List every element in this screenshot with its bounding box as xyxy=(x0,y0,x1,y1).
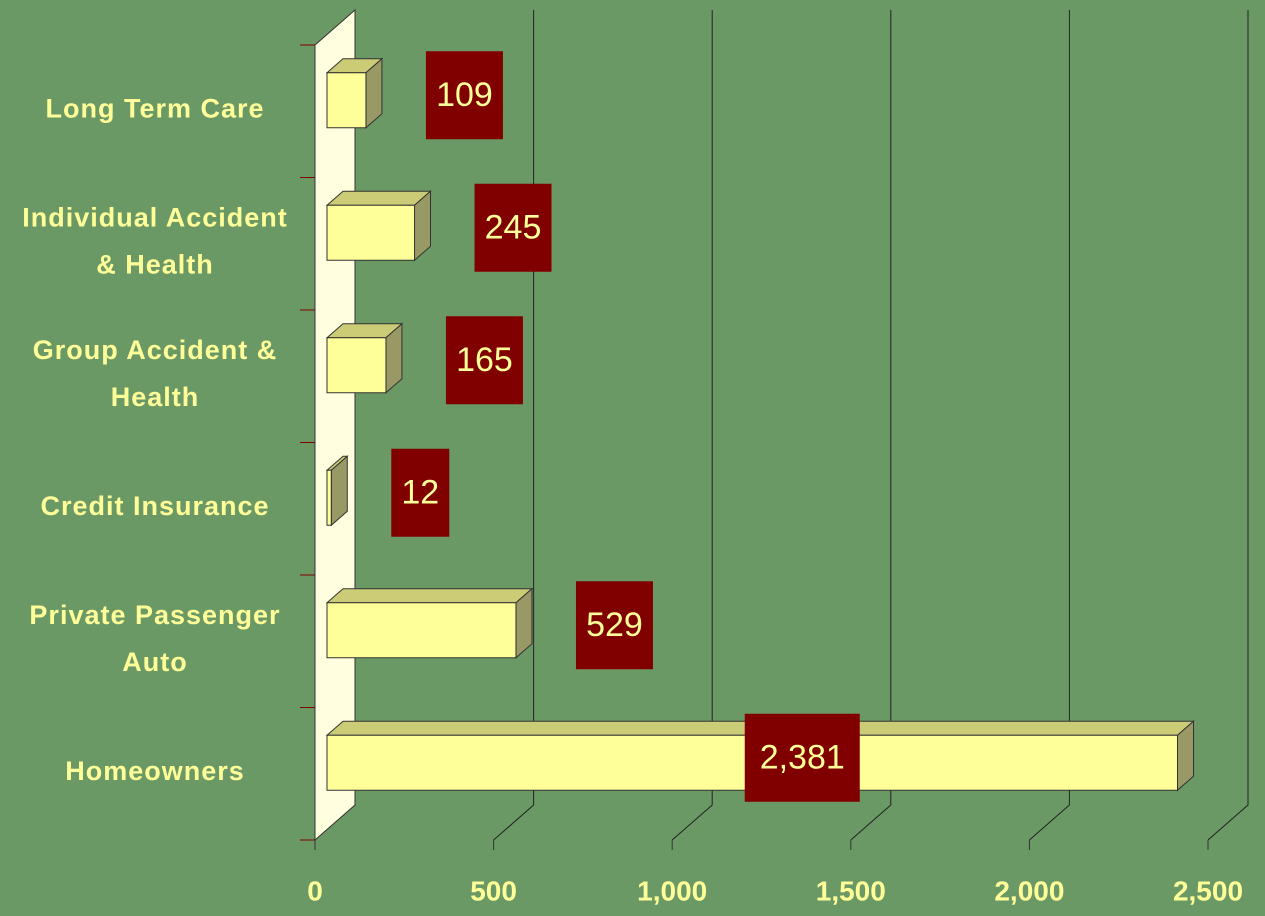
back-wall xyxy=(314,8,356,842)
y-tick-label: Group Accident & Health xyxy=(33,335,278,412)
x-tick-label: 500 xyxy=(470,875,517,906)
y-tick-label: Individual Accident & Health xyxy=(22,202,288,279)
y-tick-label: Credit Insurance xyxy=(40,491,269,521)
value-label-box xyxy=(425,51,503,140)
bar xyxy=(326,469,332,526)
value-label: 165 xyxy=(456,341,513,379)
y-tick-label: Homeowners xyxy=(65,756,245,786)
grid-line xyxy=(671,10,713,841)
y-tick-label: Private Passenger Auto xyxy=(29,600,280,677)
value-label-box xyxy=(445,316,523,405)
x-tick-label: 2,000 xyxy=(994,875,1064,906)
x-tick-label: 2,500 xyxy=(1173,875,1243,906)
bar xyxy=(326,337,387,394)
value-label: 2,381 xyxy=(760,739,845,777)
x-tick-label: 1,500 xyxy=(816,875,886,906)
grid-line xyxy=(1029,10,1070,841)
value-label-box xyxy=(575,581,653,670)
value-label-box xyxy=(474,183,552,272)
bar-top xyxy=(325,190,432,206)
x-tick-label: 1,000 xyxy=(637,875,707,906)
x-tick-label: 0 xyxy=(307,875,323,906)
value-label-box xyxy=(391,448,450,537)
y-tick-label: Long Term Care xyxy=(45,93,264,123)
value-label: 245 xyxy=(485,209,542,247)
grid-line xyxy=(1207,10,1249,841)
bar xyxy=(326,72,367,129)
grid-line xyxy=(850,10,892,841)
bar-top xyxy=(325,588,534,604)
grid-line xyxy=(493,10,535,841)
value-label-box xyxy=(744,713,860,802)
bar xyxy=(326,602,517,659)
bar xyxy=(326,204,416,261)
value-label: 529 xyxy=(586,606,643,644)
value-label: 12 xyxy=(401,474,439,512)
value-label: 109 xyxy=(436,76,493,114)
